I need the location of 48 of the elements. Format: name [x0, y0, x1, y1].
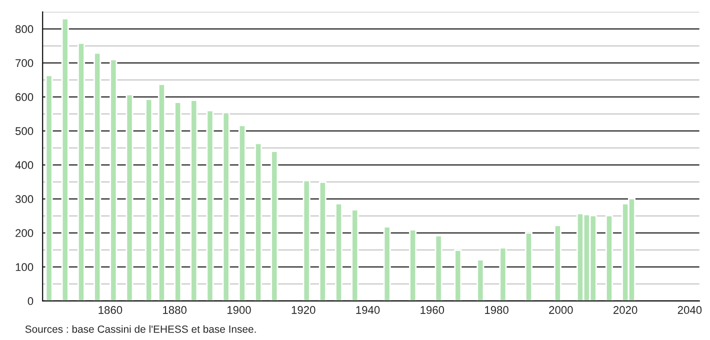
bar: [302, 180, 310, 301]
bar: [383, 226, 391, 301]
bar: [476, 259, 484, 301]
bar: [351, 209, 359, 301]
bar: [61, 18, 69, 301]
y-tick-label: 500: [15, 127, 34, 136]
bar: [335, 202, 343, 301]
x-tick-label: 1940: [356, 306, 380, 314]
y-tick-label: 600: [16, 93, 34, 102]
bar: [94, 52, 102, 301]
bar: [206, 110, 214, 301]
y-tick-label: 800: [16, 25, 34, 34]
bar: [434, 234, 442, 301]
bar: [222, 112, 230, 301]
bar: [145, 98, 153, 301]
x-tick-label: 2040: [678, 306, 702, 314]
x-tick-label: 2000: [549, 306, 573, 314]
x-tick-label: 1980: [485, 306, 508, 314]
bar: [554, 224, 562, 301]
source-note: Sources : base Cassini de l'EHESS et base Insee.: [25, 325, 256, 333]
y-tick-label: 700: [16, 59, 34, 68]
y-tick-label: 300: [15, 195, 34, 204]
bar: [45, 74, 53, 301]
x-tick-label: 1920: [292, 306, 316, 314]
bar: [499, 247, 507, 301]
bar: [318, 182, 326, 301]
bar: [454, 250, 462, 301]
y-tick-label: 100: [16, 263, 34, 272]
x-tick-label: 1860: [98, 306, 122, 314]
x-tick-label: 2020: [614, 306, 638, 314]
bar: [77, 42, 85, 301]
y-tick-label: 400: [15, 161, 34, 170]
y-tick-label: 0: [28, 297, 34, 306]
bar: [190, 100, 198, 301]
bar: [270, 150, 278, 301]
bar: [110, 58, 118, 301]
bar: [605, 214, 613, 301]
bar: [409, 229, 417, 301]
x-tick-label: 1960: [420, 306, 444, 314]
bar: [238, 124, 246, 301]
bar: [174, 102, 182, 301]
bar: [158, 84, 166, 301]
bar: [126, 94, 134, 301]
y-tick-label: 200: [16, 229, 34, 238]
x-tick-label: 1880: [163, 306, 187, 314]
x-tick-label: 1900: [227, 306, 251, 314]
bar: [254, 142, 262, 301]
bar: [524, 232, 532, 301]
